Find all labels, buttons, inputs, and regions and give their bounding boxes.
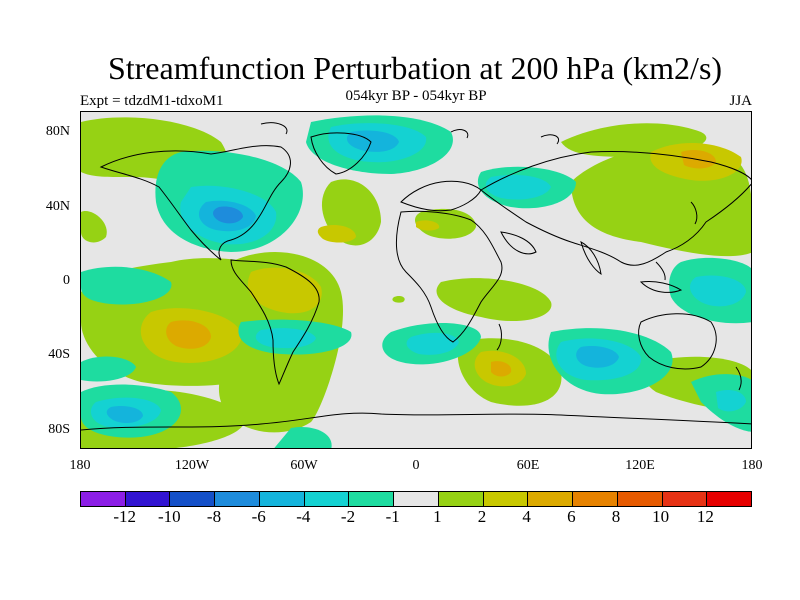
lon-label-180w: 180 — [69, 458, 91, 473]
colorbar-swatch — [617, 492, 663, 506]
colorbar-swatch — [528, 492, 574, 506]
colorbar-swatch — [438, 492, 484, 506]
colorbar-label: -4 — [296, 507, 311, 526]
colorbar-swatch — [215, 492, 260, 506]
lon-label-120w: 120W — [174, 458, 210, 473]
colorbar — [80, 491, 752, 507]
colorbar-swatch — [707, 492, 752, 506]
colorbar-label: 10 — [652, 507, 670, 526]
experiment-label: Expt = tdzdM1-tdxoM1 — [80, 93, 224, 109]
map-field — [81, 115, 751, 448]
season-label: JJA — [729, 93, 752, 109]
colorbar-label: -2 — [340, 507, 356, 526]
period-label: 054kyr BP - 054kyr BP — [345, 88, 487, 104]
colorbar-swatch — [573, 492, 618, 506]
colorbar-label: 12 — [696, 507, 714, 526]
colorbar-label: 2 — [477, 507, 487, 526]
colorbar-swatch — [483, 492, 529, 506]
chart-title: Streamfunction Perturbation at 200 hPa (… — [107, 50, 723, 86]
colorbar-label: -8 — [206, 507, 222, 526]
coastlines — [81, 122, 751, 431]
colorbar-swatch — [349, 492, 395, 506]
lon-label-180e: 180 — [741, 458, 763, 473]
colorbar-swatch — [662, 492, 708, 506]
colorbar-swatch — [81, 492, 126, 506]
colorbar-label: -12 — [113, 507, 136, 526]
lon-label-0: 0 — [412, 458, 420, 473]
lat-label-40n: 40N — [45, 199, 70, 214]
colorbar-label: -1 — [385, 507, 400, 526]
colorbar-label: 4 — [522, 507, 531, 526]
lon-label-60w: 60W — [290, 458, 318, 473]
lat-label-80n: 80N — [45, 124, 70, 139]
colorbar-label: -10 — [157, 507, 181, 526]
colorbar-label: 8 — [611, 507, 621, 526]
lat-label-80s: 80S — [48, 422, 70, 437]
colorbar-swatch — [125, 492, 171, 506]
lat-label-0: 0 — [63, 273, 70, 288]
lon-label-60e: 60E — [516, 458, 540, 473]
colorbar-swatch — [304, 492, 350, 506]
negative-field-core — [213, 206, 243, 224]
colorbar-swatch — [259, 492, 305, 506]
colorbar-label: 1 — [433, 507, 442, 526]
lat-label-40s: 40S — [48, 347, 70, 362]
lon-label-120e: 120E — [625, 458, 655, 473]
colorbar-label: -6 — [251, 507, 266, 526]
colorbar-swatch — [170, 492, 216, 506]
map-panel — [80, 111, 752, 449]
colorbar-label: 6 — [567, 507, 576, 526]
colorbar-swatch — [394, 492, 439, 506]
